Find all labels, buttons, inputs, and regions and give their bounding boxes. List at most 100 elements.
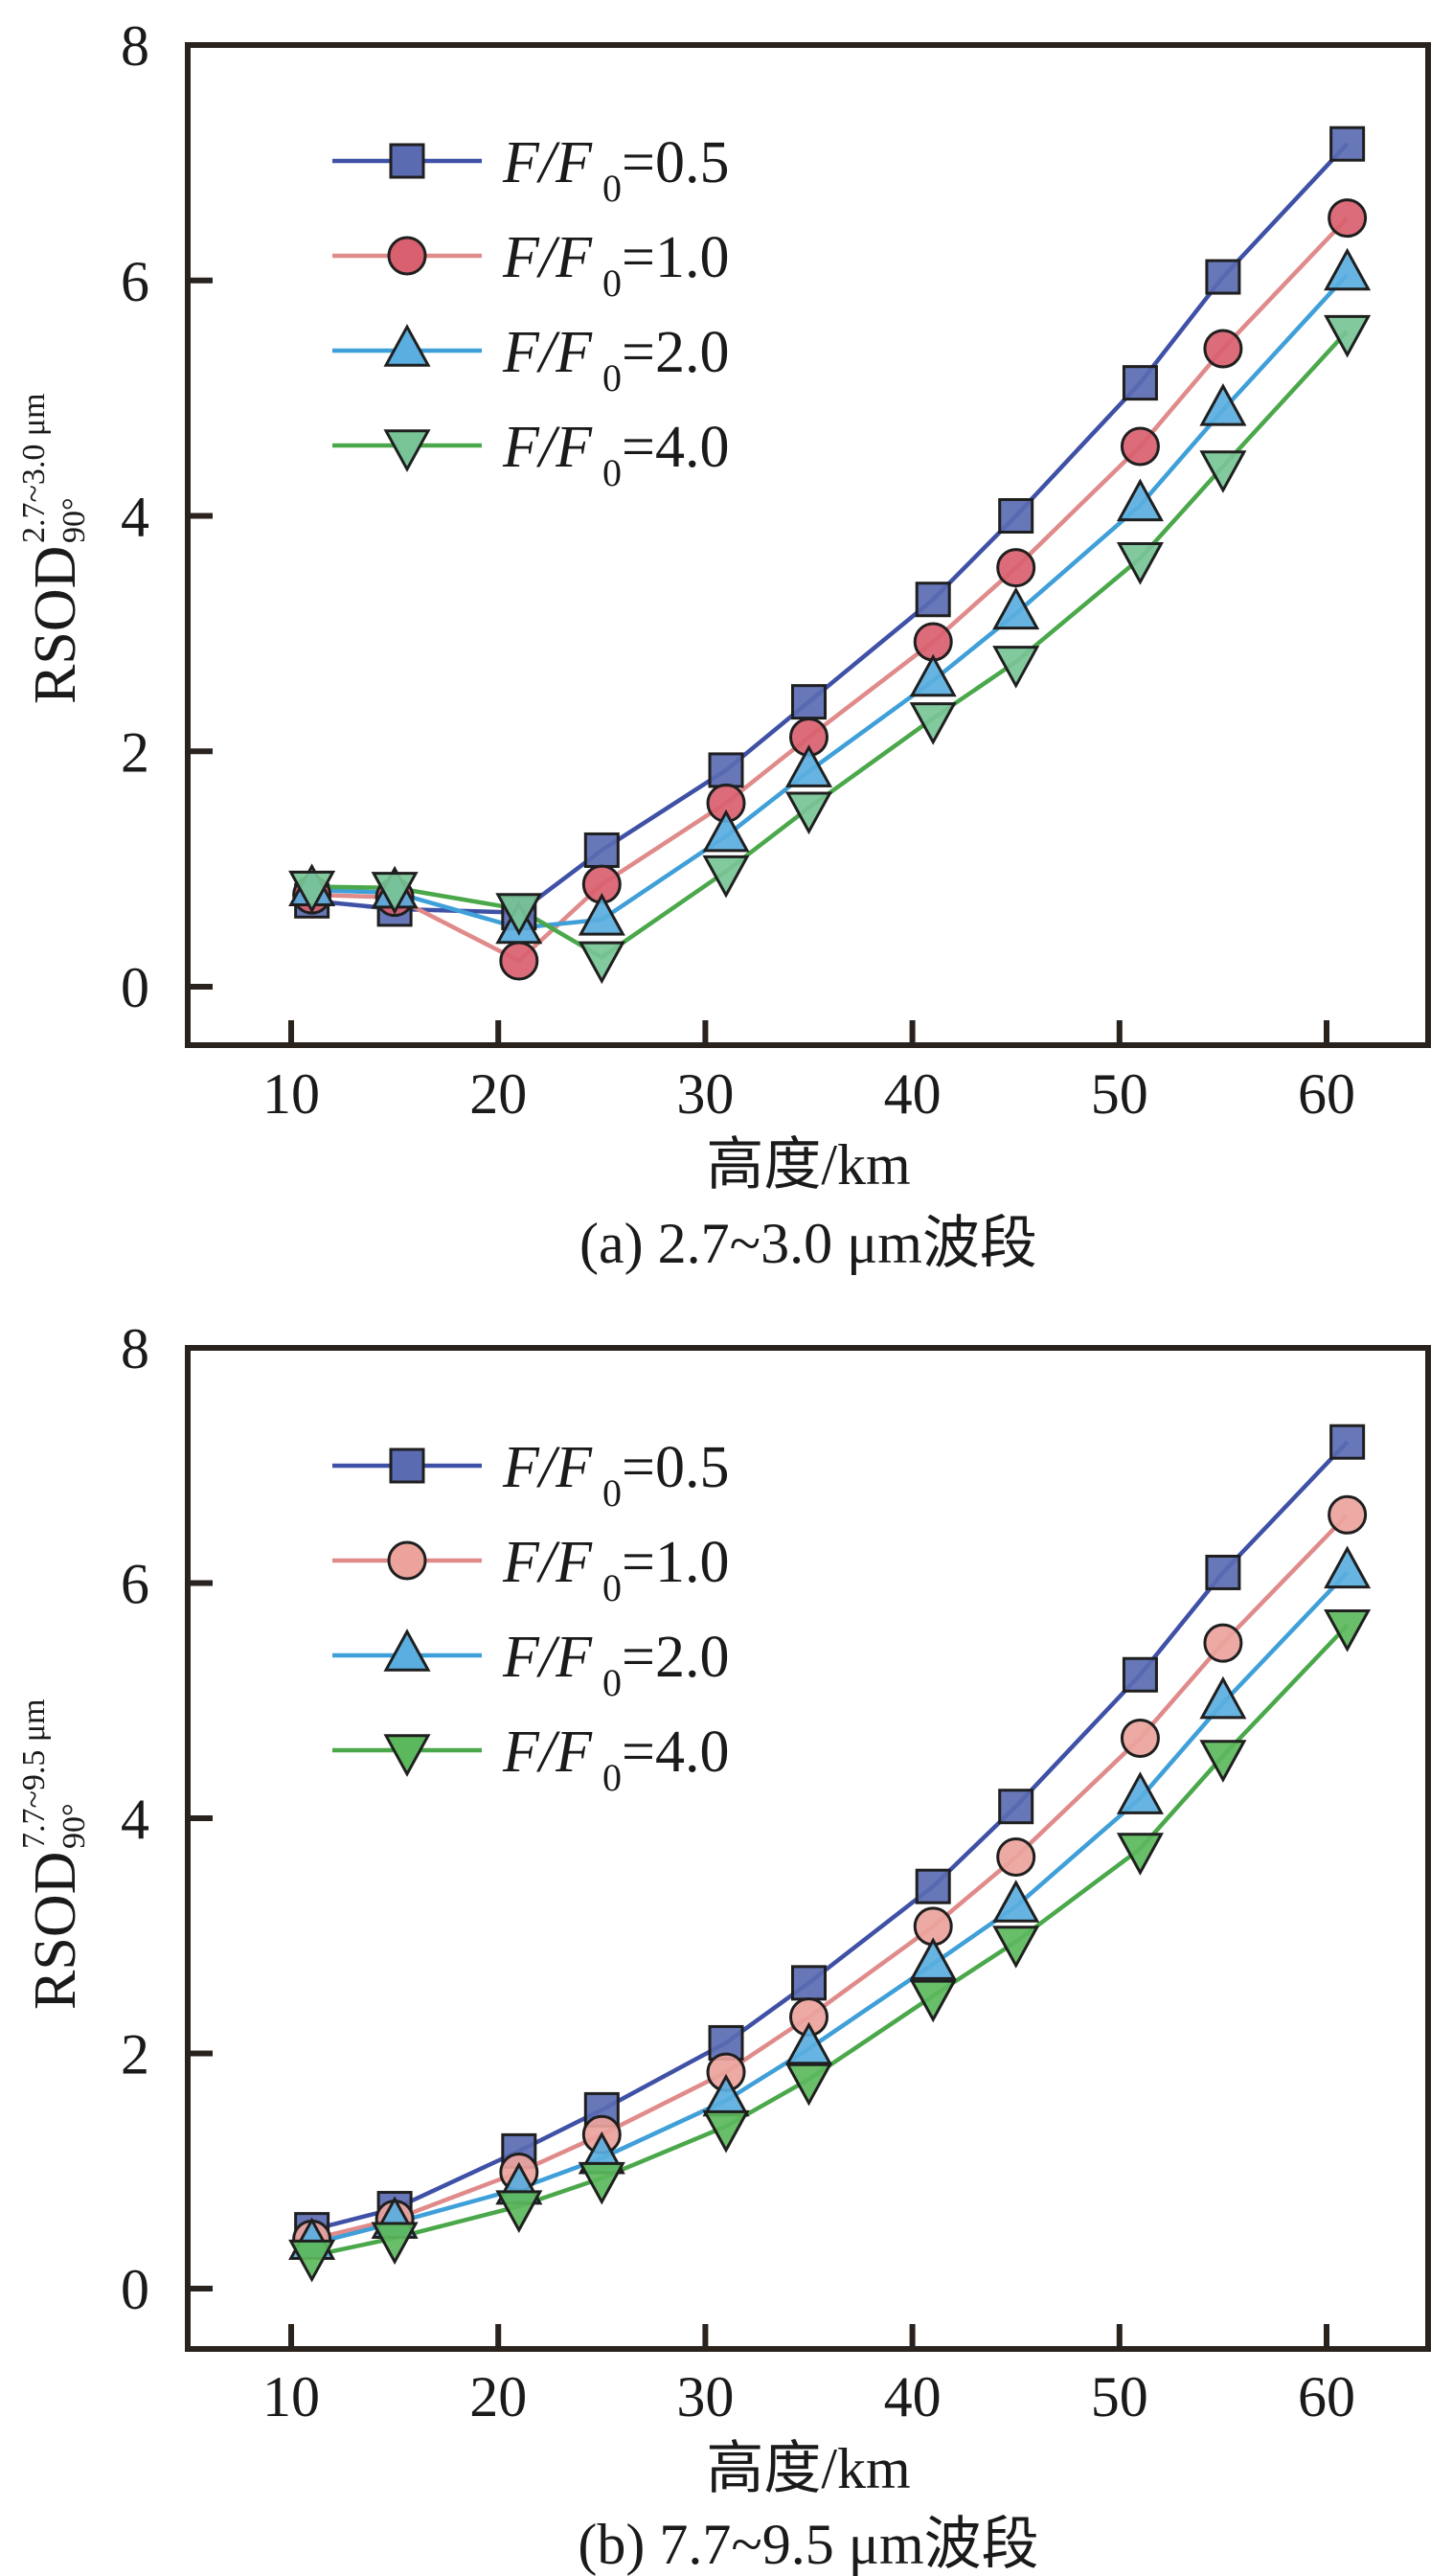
legend: F/F 0 =0.5F/F 0 =1.0F/F 0 =2.0F/F 0 =4.0 — [332, 1435, 729, 1799]
legend-item: F/F 0 =0.5 — [332, 1435, 729, 1515]
legend-label-main: F/F — [502, 130, 593, 195]
data-point — [1116, 478, 1164, 522]
data-point — [1120, 426, 1160, 467]
legend-label-value: =0.5 — [622, 130, 729, 195]
legend-label-value: =2.0 — [622, 320, 729, 385]
series-circle — [311, 1513, 1350, 2242]
series-triangle-down — [311, 1624, 1350, 2258]
series-triangle-up — [311, 1570, 1350, 2246]
legend-marker-triangle-down — [383, 1734, 431, 1777]
data-point — [1328, 198, 1368, 239]
legend-label-value: =0.5 — [622, 1435, 729, 1500]
legend-item: F/F 0 =4.0 — [332, 1720, 729, 1799]
x-tick-label: 40 — [884, 2365, 942, 2428]
data-point — [578, 893, 625, 936]
legend-label-subscript: 0 — [602, 1756, 622, 1799]
data-point — [499, 941, 539, 981]
legend-marker-square — [389, 1448, 425, 1484]
legend-label-value: =1.0 — [622, 1530, 729, 1595]
legend-item: F/F 0 =1.0 — [332, 1530, 729, 1609]
series-line — [311, 142, 1350, 915]
legend-item: F/F 0 =2.0 — [332, 320, 729, 399]
legend-marker-circle — [387, 236, 427, 276]
panel-caption: (a) 2.7~3.0 μm波段 — [579, 1212, 1037, 1275]
series-line — [311, 330, 1350, 960]
data-point — [915, 1868, 951, 1904]
series-markers-triangle-down — [288, 1608, 1372, 2283]
data-point — [1203, 1623, 1243, 1663]
chart-panel-b: 0 2 4 6 8 10 20 30 40 50 60 高度/km (b) 7.7~9.5 μm波段 RS… — [16, 1317, 1431, 2576]
data-point — [784, 2063, 833, 2107]
legend-item: F/F 0 =4.0 — [332, 415, 729, 494]
legend-label-main: F/F — [502, 320, 593, 385]
legend-label-value: =4.0 — [622, 1720, 729, 1785]
series-circle — [311, 217, 1350, 964]
y-tick-label: 6 — [121, 250, 149, 313]
x-tick-label: 20 — [469, 1062, 527, 1126]
data-point — [1324, 1608, 1372, 1653]
series-markers-square — [294, 125, 1366, 931]
data-point — [784, 744, 833, 787]
x-axis-title: 高度/km — [706, 2437, 910, 2500]
legend-marker-circle — [387, 1540, 427, 1581]
data-point — [791, 1965, 827, 2001]
series-markers-circle — [292, 198, 1368, 981]
data-point — [909, 1937, 957, 1980]
series-markers-circle — [292, 1494, 1368, 2259]
x-tick-label: 20 — [469, 2365, 527, 2428]
data-point — [909, 1979, 957, 2023]
data-point — [583, 832, 620, 868]
data-point — [1203, 329, 1243, 369]
data-point — [998, 498, 1034, 534]
x-axis-title: 高度/km — [706, 1133, 910, 1197]
series-line — [311, 1624, 1350, 2258]
series-line — [311, 273, 1350, 930]
legend-label-value: =1.0 — [622, 225, 729, 290]
data-point — [1328, 1494, 1368, 1535]
series-line — [311, 1513, 1350, 2242]
data-point — [992, 1926, 1040, 1969]
data-point — [1116, 1833, 1164, 1876]
plot-frame — [185, 42, 1431, 1048]
x-tick-label: 30 — [676, 1062, 734, 1126]
legend-label-subscript: 0 — [602, 356, 622, 399]
series-square — [311, 142, 1350, 915]
y-tick-label: 8 — [121, 14, 149, 78]
legend-label-subscript: 0 — [602, 167, 622, 210]
data-point — [1324, 314, 1372, 358]
y-tick-label: 2 — [121, 2023, 149, 2086]
data-point — [992, 1880, 1040, 1923]
legend-marker-triangle-up — [383, 324, 431, 367]
data-point — [702, 2109, 750, 2154]
data-point — [288, 2239, 336, 2283]
x-tick-label: 60 — [1298, 2365, 1355, 2428]
data-point — [495, 2190, 543, 2233]
data-point — [1199, 450, 1247, 493]
legend-label-subscript: 0 — [602, 451, 622, 494]
series-markers-triangle-down — [288, 314, 1372, 985]
legend: F/F 0 =0.5F/F 0 =1.0F/F 0 =2.0F/F 0 =4.0 — [332, 130, 729, 494]
data-point — [784, 791, 833, 835]
data-point — [909, 702, 957, 745]
y-axis-title-subscript: 90° — [57, 1803, 92, 1849]
legend-label-value: =4.0 — [622, 415, 729, 480]
y-axis-title-main: RSOD — [23, 1852, 88, 2010]
series-line — [311, 217, 1350, 964]
data-point — [784, 2021, 833, 2065]
data-point — [1122, 365, 1158, 401]
data-point — [992, 646, 1040, 689]
data-point — [1205, 1554, 1241, 1590]
x-tick-label: 50 — [1091, 1062, 1148, 1126]
y-tick-label: 8 — [121, 1317, 149, 1380]
data-point — [1205, 259, 1241, 295]
y-axis-title-main: RSOD — [23, 546, 88, 704]
data-point — [495, 893, 543, 936]
y-axis-title-superscript: 7.7~9.5 μm — [16, 1698, 52, 1849]
legend-label-subscript: 0 — [602, 1566, 622, 1609]
y-tick-label: 0 — [121, 2258, 149, 2321]
data-point — [915, 581, 951, 618]
x-tick-label: 50 — [1091, 2365, 1148, 2428]
x-tick-label: 60 — [1298, 1062, 1355, 1126]
data-point — [371, 2222, 419, 2266]
